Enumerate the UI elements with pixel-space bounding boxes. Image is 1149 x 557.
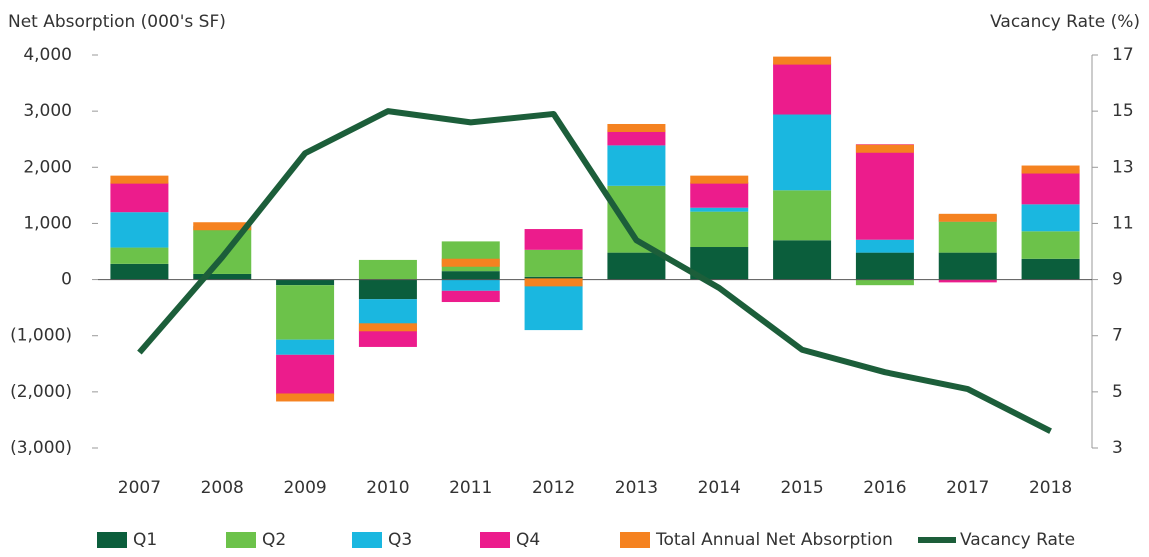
- x-tick-label: 2013: [615, 478, 658, 498]
- x-tick-label: 2016: [863, 478, 906, 498]
- y2-tick-label: 17: [1112, 45, 1134, 65]
- bar-segment: [855, 144, 914, 240]
- x-tick-label: 2010: [366, 478, 409, 498]
- total-marker: [690, 175, 749, 184]
- bar-segment: [524, 229, 583, 250]
- bar-segment: [524, 249, 583, 277]
- y2-tick-label: 11: [1112, 213, 1134, 233]
- bar-segment: [938, 221, 997, 253]
- legend-swatch: [226, 532, 256, 548]
- y2-tick-label: 13: [1112, 157, 1134, 177]
- bar-segment: [607, 145, 666, 186]
- bar-segment: [773, 190, 832, 241]
- total-marker: [607, 123, 666, 132]
- y2-tick-label: 9: [1112, 270, 1123, 290]
- bar-segment: [773, 240, 832, 280]
- y-tick-label: (1,000): [10, 326, 72, 346]
- total-marker: [441, 258, 500, 267]
- bar-segment: [1021, 169, 1080, 205]
- bar-segment: [524, 276, 583, 280]
- total-marker: [276, 393, 335, 402]
- bar-segment: [110, 212, 169, 248]
- bar-segment: [1021, 231, 1080, 259]
- bar-segment: [358, 327, 417, 347]
- bar-segment: [607, 252, 666, 280]
- y2-axis-label: Vacancy Rate (%): [990, 12, 1140, 32]
- y2-tick-label: 15: [1112, 101, 1134, 121]
- total-marker: [855, 144, 914, 153]
- y-tick-label: 4,000: [23, 45, 72, 65]
- bar-segment: [110, 263, 169, 280]
- y-tick-label: 3,000: [23, 101, 72, 121]
- bar-segment: [938, 279, 997, 283]
- x-tick-label: 2017: [946, 478, 989, 498]
- bar-segment: [441, 279, 500, 291]
- y2-tick-label: 3: [1112, 438, 1123, 458]
- bar-segment: [276, 339, 335, 355]
- legend-label: Q1: [133, 530, 157, 550]
- bar-segment: [441, 290, 500, 303]
- x-tick-label: 2008: [201, 478, 244, 498]
- total-marker: [193, 222, 252, 231]
- legend-label: Q2: [262, 530, 286, 550]
- x-tick-label: 2014: [698, 478, 741, 498]
- total-marker: [110, 175, 169, 184]
- legend-label: Q3: [388, 530, 412, 550]
- bar-segment: [773, 63, 832, 115]
- bar-segment: [524, 279, 583, 331]
- y-axis-label: Net Absorption (000's SF): [8, 12, 226, 32]
- x-tick-label: 2009: [283, 478, 326, 498]
- bar-segment: [855, 252, 914, 280]
- y-tick-label: (3,000): [10, 438, 72, 458]
- bar-segment: [441, 271, 500, 280]
- total-marker: [773, 56, 832, 65]
- total-marker: [938, 213, 997, 222]
- legend-swatch: [352, 532, 382, 548]
- bar-segment: [1021, 204, 1080, 232]
- vacancy-line: [137, 108, 1052, 434]
- legend-label: Total Annual Net Absorption: [655, 530, 893, 550]
- y-tick-label: 1,000: [23, 213, 72, 233]
- y-tick-label: (2,000): [10, 382, 72, 402]
- bar-segment: [358, 259, 417, 280]
- total-marker: [524, 278, 583, 287]
- total-marker: [1021, 165, 1080, 174]
- bar-segment: [276, 354, 335, 395]
- bar-segment: [938, 252, 997, 280]
- total-marker: [358, 323, 417, 332]
- x-tick-label: 2007: [118, 478, 161, 498]
- bar-segment: [110, 182, 169, 213]
- legend-swatch: [480, 532, 510, 548]
- legend-swatch: [620, 532, 650, 548]
- bar-segment: [193, 273, 252, 280]
- legend-swatch: [97, 532, 127, 548]
- bar-segment: [276, 285, 335, 340]
- bar-segment: [690, 182, 749, 208]
- bar-segment: [358, 279, 417, 300]
- bar-segment: [276, 279, 335, 286]
- bar-segment: [773, 114, 832, 191]
- bar-segment: [690, 211, 749, 248]
- x-tick-label: 2018: [1029, 478, 1072, 498]
- y-tick-label: 2,000: [23, 157, 72, 177]
- y-tick-label: 0: [61, 270, 72, 290]
- bar-segment: [855, 239, 914, 253]
- legend-label: Vacancy Rate: [960, 530, 1075, 550]
- bar-segment: [855, 279, 914, 286]
- y2-tick-label: 5: [1112, 382, 1123, 402]
- bar-segment: [358, 299, 417, 328]
- bar-segment: [607, 129, 666, 146]
- y2-tick-label: 7: [1112, 326, 1123, 346]
- legend-label: Q4: [516, 530, 540, 550]
- bar-segment: [690, 207, 749, 212]
- x-tick-label: 2011: [449, 478, 492, 498]
- x-tick-label: 2012: [532, 478, 575, 498]
- x-tick-label: 2015: [780, 478, 823, 498]
- bar-segment: [110, 247, 169, 264]
- bar-segment: [1021, 258, 1080, 280]
